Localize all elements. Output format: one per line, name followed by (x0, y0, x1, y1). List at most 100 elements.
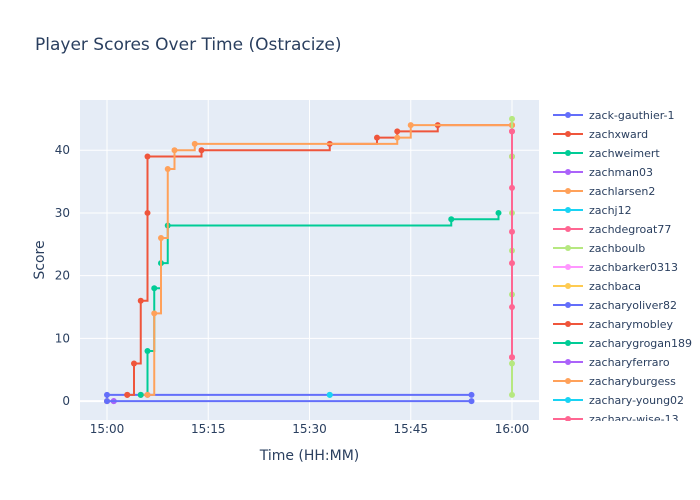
legend-swatch-marker (565, 378, 571, 384)
data-point[interactable] (509, 354, 515, 361)
x-tick-label: 15:15 (191, 422, 226, 436)
legend-swatch-marker (565, 359, 571, 365)
data-point[interactable] (131, 360, 137, 367)
legend-swatch-marker (565, 302, 571, 308)
series-zacharyburgess (144, 391, 151, 398)
series-line (140, 124, 512, 396)
legend-swatch-marker (565, 150, 571, 156)
data-point[interactable] (407, 122, 414, 129)
legend-item[interactable]: zachbaca (553, 280, 641, 293)
data-point[interactable] (191, 140, 198, 147)
legend-item[interactable]: zachxward (553, 128, 648, 141)
data-point[interactable] (144, 153, 151, 160)
data-point[interactable] (198, 147, 205, 154)
legend-swatch-marker (565, 226, 571, 232)
data-point[interactable] (104, 398, 110, 405)
series-zacharyoliver82 (104, 398, 475, 405)
legend-label: zacharymobley (589, 318, 674, 331)
data-point[interactable] (124, 391, 131, 398)
legend-item[interactable]: zacharymobley (553, 318, 674, 331)
legend-item[interactable]: zachary-young02 (553, 394, 684, 407)
data-point[interactable] (509, 128, 515, 135)
data-point[interactable] (144, 209, 151, 216)
data-point[interactable] (144, 391, 151, 398)
data-point[interactable] (104, 391, 110, 398)
legend-label: zachman03 (589, 166, 653, 179)
legend-item[interactable]: zachj12 (553, 204, 632, 217)
legend-label: zachweimert (589, 147, 660, 160)
legend-swatch-marker (565, 397, 571, 403)
data-point[interactable] (374, 134, 380, 141)
data-point[interactable] (158, 235, 164, 242)
legend-label: zacharyoliver82 (589, 299, 677, 312)
series-zacharymobley (124, 391, 131, 398)
data-point[interactable] (326, 391, 333, 398)
y-axis-title: Score (32, 240, 48, 279)
legend-item[interactable]: zack-gauthier-1 (553, 109, 675, 122)
legend-swatch-marker (565, 131, 571, 137)
data-point[interactable] (151, 285, 158, 292)
legend-label: zachdegroat77 (589, 223, 671, 236)
x-axis-title: Time (HH:MM) (259, 448, 360, 464)
legend-swatch-marker (565, 169, 571, 175)
legend-label: zachxward (589, 128, 648, 141)
data-point[interactable] (495, 209, 502, 216)
chart-title: Player Scores Over Time (Ostracize) (35, 35, 342, 55)
legend-swatch-marker (565, 207, 571, 213)
data-point[interactable] (171, 147, 178, 154)
legend-item[interactable]: zacharyburgess (553, 375, 676, 388)
legend-item[interactable]: zachlarsen2 (553, 185, 655, 198)
legend-item[interactable]: zachary-wise-13 (553, 413, 679, 426)
legend-label: zachary-wise-13 (589, 413, 679, 426)
legend-item[interactable]: zacharyoliver82 (553, 299, 677, 312)
legend-swatch-marker (565, 264, 571, 270)
data-point[interactable] (448, 216, 455, 223)
data-point[interactable] (151, 310, 158, 317)
x-tick-label: 15:30 (292, 422, 327, 436)
data-point[interactable] (394, 128, 401, 135)
legend-label: zachary-young02 (589, 394, 684, 407)
x-tick-label: 16:00 (495, 422, 530, 436)
series-layer (104, 115, 515, 405)
legend-item[interactable]: zachweimert (553, 147, 660, 160)
y-tick-label: 0 (62, 394, 70, 408)
legend-label: zachj12 (589, 204, 632, 217)
data-point[interactable] (509, 360, 515, 367)
legend[interactable]: zack-gauthier-1 zachxward zachweimert zachm… (553, 109, 692, 426)
legend-item[interactable]: zachbarker0313 (553, 261, 678, 274)
legend-swatch-marker (565, 340, 571, 346)
x-tick-label: 15:45 (393, 422, 428, 436)
legend-item[interactable]: zacharygrogan189 (553, 337, 692, 350)
data-point[interactable] (137, 391, 144, 398)
legend-swatch-marker (565, 283, 571, 289)
data-point[interactable] (509, 391, 515, 398)
y-tick-label: 30 (55, 206, 70, 220)
data-point[interactable] (394, 134, 401, 141)
legend-swatch-marker (565, 416, 571, 421)
data-point[interactable] (468, 398, 475, 405)
data-point[interactable] (164, 166, 171, 173)
y-tick-label: 10 (55, 331, 70, 345)
series-zachary-young02 (326, 391, 333, 398)
data-point[interactable] (468, 391, 475, 398)
legend-label: zachbaca (589, 280, 641, 293)
legend-label: zacharygrogan189 (589, 337, 692, 350)
data-point[interactable] (144, 347, 151, 354)
legend-item[interactable]: zachman03 (553, 166, 653, 179)
data-point[interactable] (509, 115, 515, 122)
legend-swatch-marker (565, 245, 571, 251)
data-point[interactable] (137, 297, 144, 304)
legend-label: zacharyburgess (589, 375, 676, 388)
x-axis-ticks: 15:00 15:15 15:30 15:45 16:00 (90, 422, 530, 436)
legend-swatch-marker (565, 321, 571, 327)
series-zacharygrogan189 (137, 391, 144, 398)
legend-item[interactable]: zacharyferraro (553, 356, 670, 369)
legend-label: zacharyferraro (589, 356, 670, 369)
x-tick-label: 15:00 (90, 422, 125, 436)
legend-swatch-marker (565, 188, 571, 194)
legend-label: zack-gauthier-1 (589, 109, 675, 122)
legend-item[interactable]: zachboulb (553, 242, 645, 255)
legend-item[interactable]: zachdegroat77 (553, 223, 671, 236)
legend-swatch-marker (565, 112, 571, 118)
